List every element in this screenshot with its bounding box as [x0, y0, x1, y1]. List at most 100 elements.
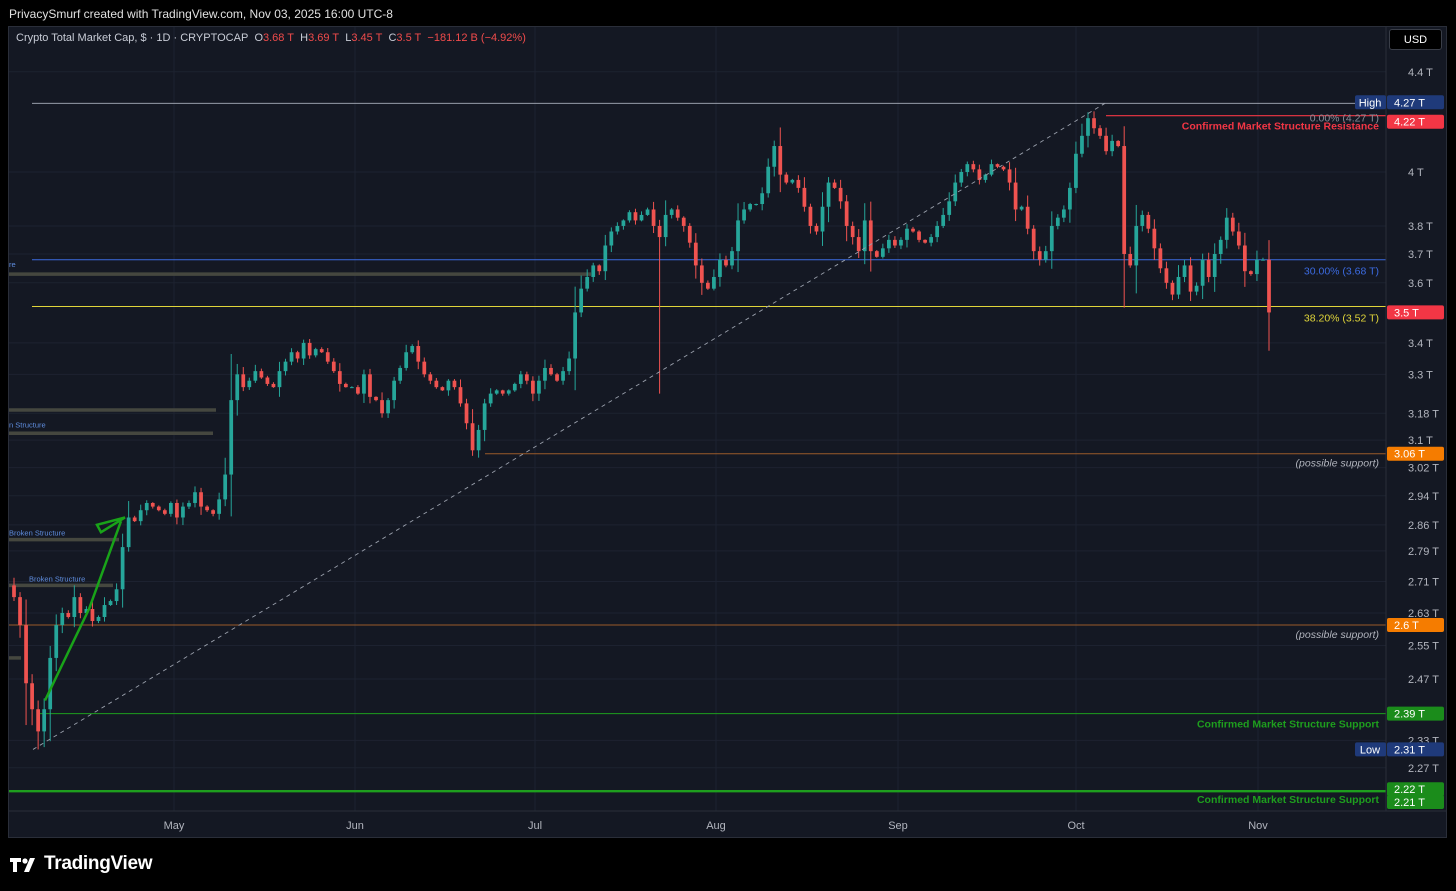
price-chart[interactable]: 0.00% (4.27 T)Confirmed Market Structure…: [9, 27, 1446, 837]
candle: [1206, 252, 1211, 283]
candle: [543, 359, 547, 390]
candle: [802, 177, 807, 212]
tradingview-logo-icon: [10, 858, 35, 872]
candle-body: [18, 597, 22, 626]
candle: [941, 207, 946, 229]
candle: [1255, 250, 1259, 281]
candle-body: [162, 510, 167, 514]
candle-body: [1025, 206, 1030, 229]
candle-body: [645, 209, 650, 215]
candle-body: [235, 374, 240, 401]
tradingview-logo[interactable]: TradingView: [10, 853, 153, 874]
candle-body: [693, 242, 698, 266]
candle: [229, 353, 234, 517]
candle: [283, 358, 288, 376]
low-value: 3.45 T: [351, 32, 383, 44]
currency-button[interactable]: USD: [1389, 29, 1442, 50]
candle: [537, 375, 541, 401]
candle: [645, 207, 650, 216]
time-axis[interactable]: May Jun Jul Aug Sep Oct Nov: [9, 810, 1446, 832]
candle: [772, 140, 777, 177]
price-axis[interactable]: 4.4 T 4 T 3.8 T 3.7 T 3.6 T 3.4 T 3.3 T 3.18 T 3…: [1355, 27, 1444, 811]
candle-body: [1206, 259, 1211, 277]
candle-body: [748, 204, 752, 210]
candle: [422, 357, 427, 378]
candle-body: [1031, 228, 1036, 252]
candle-body: [893, 239, 897, 246]
candle: [156, 505, 161, 512]
candle-body: [265, 377, 270, 384]
candle-body: [615, 225, 620, 232]
candle: [265, 375, 270, 386]
candle: [253, 364, 258, 383]
candle-body: [724, 259, 728, 266]
candle-body: [929, 237, 933, 243]
broken-structure-label: re: [9, 260, 16, 269]
candle-body: [844, 201, 849, 226]
candle: [144, 500, 149, 516]
candle: [718, 253, 722, 287]
level-label: (possible support): [1296, 458, 1379, 470]
candle-body: [579, 288, 584, 313]
candle-body: [760, 193, 765, 205]
candle-body: [669, 209, 674, 215]
candle: [639, 211, 644, 222]
candle-body: [313, 349, 318, 356]
candle: [1025, 195, 1030, 235]
candle-body: [271, 383, 276, 388]
candle: [531, 376, 535, 402]
candle-body: [362, 374, 366, 394]
month-label: May: [164, 820, 185, 832]
candle-body: [1230, 217, 1235, 232]
price-badge: 2.22 T: [1387, 782, 1444, 797]
candle-body: [54, 625, 59, 658]
candle-body: [60, 612, 65, 626]
candle: [1218, 236, 1223, 264]
candle-body: [796, 179, 801, 188]
candle-body: [971, 164, 976, 170]
candle-body: [1134, 225, 1139, 266]
candle: [162, 508, 167, 516]
candle-body: [488, 393, 493, 404]
candle: [1140, 210, 1145, 232]
candle: [657, 219, 662, 394]
candle: [54, 614, 59, 672]
price-tick-label: 3.6 T: [1408, 278, 1433, 290]
price-tick-label: 2.27 T: [1408, 763, 1439, 775]
candle-body: [712, 276, 716, 289]
chart-frame[interactable]: 0.00% (4.27 T) Confirmed Market Structure…: [8, 26, 1447, 838]
price-badge-prefix-bg: [1355, 95, 1386, 110]
price-badge-prefix: High: [1359, 97, 1382, 109]
candle: [1152, 219, 1157, 260]
candle: [784, 172, 789, 185]
candle: [458, 379, 463, 407]
candle-body: [1013, 182, 1018, 210]
low-label: L: [345, 32, 352, 44]
candle-body: [90, 608, 95, 622]
price-tick-label: 2.47 T: [1408, 674, 1439, 686]
price-badge: 3.06 T: [1387, 446, 1444, 461]
candle-body: [1236, 231, 1241, 246]
candle-body: [1188, 265, 1193, 292]
candle-body: [983, 174, 988, 180]
candle: [1074, 141, 1078, 194]
candle: [808, 203, 813, 234]
price-tick-label: 3.4 T: [1408, 338, 1433, 350]
candle-body: [1224, 217, 1229, 240]
candle: [862, 203, 867, 265]
candle: [1061, 205, 1066, 223]
candle-body: [102, 605, 107, 617]
candle: [573, 286, 578, 391]
candle-body: [989, 164, 994, 175]
candle-body: [814, 225, 819, 232]
candle-body: [307, 342, 312, 356]
candle-body: [223, 474, 228, 500]
candle: [760, 187, 765, 211]
candle: [724, 255, 728, 268]
candle: [175, 499, 179, 525]
candle: [362, 369, 366, 403]
candle-body: [1249, 271, 1253, 275]
candle-body: [627, 212, 632, 221]
open-label: O: [254, 32, 263, 44]
candle: [850, 221, 855, 245]
